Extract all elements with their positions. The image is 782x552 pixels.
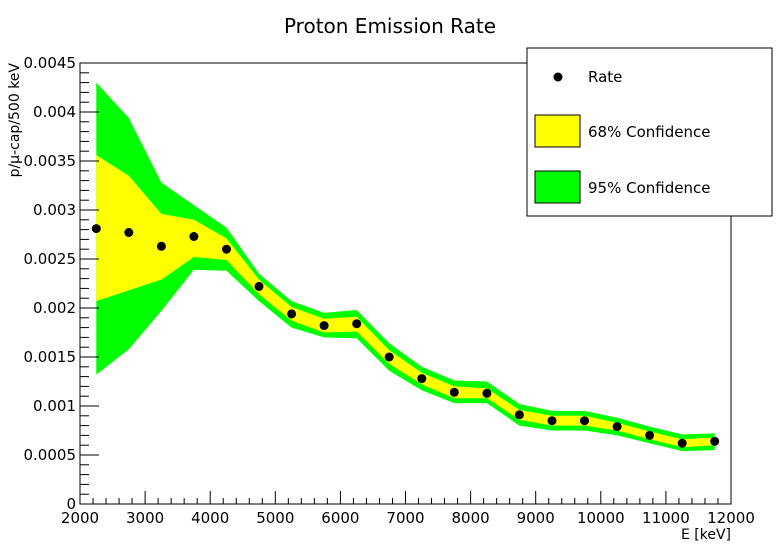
legend-rate-marker [553,72,563,82]
y-tick-label: 0.0005 [24,446,77,464]
y-tick-label: 0.001 [33,397,76,415]
y-tick-label: 0.0045 [24,54,77,72]
x-tick-label: 11000 [642,509,690,527]
legend-68-label: 68% Confidence [588,123,710,141]
rate-point [254,281,264,291]
x-tick-label: 12000 [707,509,755,527]
legend: Rate 68% Confidence 95% Confidence [526,47,773,217]
y-tick-label: 0.004 [33,103,76,121]
rate-point [189,232,199,241]
x-tick-label: 6000 [321,509,359,527]
rate-point [612,422,622,432]
rate-point [222,244,231,254]
rate-points [91,224,720,448]
y-tick-label: 0.0015 [24,348,77,366]
x-tick-label: 4000 [191,509,229,527]
rate-point [156,241,166,251]
y-axis: 0 0.0005 0.001 0.0015 0.002 0.0025 0.003 0.0035… [24,54,99,513]
rate-point [580,416,589,426]
y-tick-label: 0.003 [33,201,76,219]
y-axis-label: p/µ-cap/500 keV [7,63,23,178]
rate-point [319,321,329,331]
y-tick-label: 0 [66,495,76,513]
y-tick-label: 0.002 [33,299,76,317]
rate-point [384,352,394,362]
y-tick-label: 0.0035 [24,152,77,170]
rate-point [547,416,557,426]
rate-point [514,410,524,420]
rate-point [645,430,655,440]
x-axis: 2000 3000 4000 5000 6000 7000 8000 9000 10000 110… [61,491,755,527]
x-tick-label: 8000 [452,509,490,527]
x-tick-label: 2000 [61,509,99,527]
legend-68-swatch [534,114,581,148]
legend-95-swatch [534,170,581,204]
y-tick-label: 0.0025 [24,250,77,268]
x-tick-label: 5000 [256,509,294,527]
legend-95-label: 95% Confidence [588,179,710,197]
rate-point [91,224,101,234]
rate-point [124,228,134,237]
x-tick-label: 10000 [577,509,625,527]
legend-rate-label: Rate [588,68,622,86]
rate-point [352,319,362,329]
rate-point [417,374,427,384]
confidence-bands [96,82,715,452]
rate-point [287,309,297,319]
chart-title: Proton Emission Rate [284,14,496,38]
x-tick-label: 3000 [126,509,164,527]
band-95-confidence [96,82,715,452]
x-tick-label: 9000 [517,509,555,527]
rate-point [710,436,720,446]
x-axis-label: E [keV] [681,527,731,543]
x-tick-label: 7000 [386,509,424,527]
rate-point [482,388,492,398]
rate-point [449,387,459,397]
rate-point [677,438,687,448]
